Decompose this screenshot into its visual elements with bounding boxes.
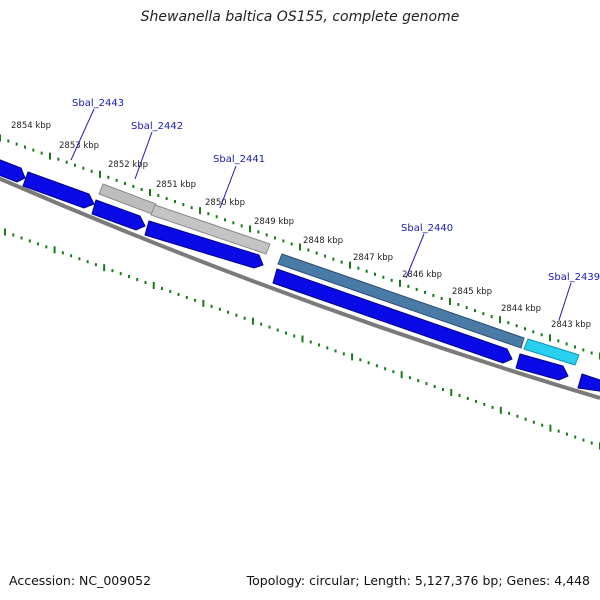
cds-arrow-4[interactable] <box>144 220 264 269</box>
gene-label[interactable]: Sbal_2442 <box>131 121 183 132</box>
tick-label: 2843 kbp <box>551 320 591 330</box>
gene-label-leader <box>558 282 572 321</box>
tick-label: 2845 kbp <box>452 287 492 297</box>
tick-label: 2844 kbp <box>501 304 541 314</box>
gene-label-leader <box>219 165 237 209</box>
accession-text: Accession: NC_009052 <box>9 573 152 588</box>
gene-label[interactable]: Sbal_2439 <box>548 272 600 283</box>
gene-label[interactable]: Sbal_2443 <box>72 98 124 109</box>
cds-arrow-5[interactable] <box>272 268 513 364</box>
topology-summary: Topology: circular; Length: 5,127,376 bp… <box>246 573 590 588</box>
gene-label[interactable]: Sbal_2441 <box>213 154 265 165</box>
inner-tick-ring <box>4 228 600 450</box>
tick-label: 2851 kbp <box>156 180 196 190</box>
cds-arrow-1[interactable] <box>0 158 26 183</box>
genome-backbone <box>0 176 600 400</box>
map-title: Shewanella baltica OS155, complete genom… <box>140 9 460 25</box>
cds-arrow-7[interactable] <box>577 373 600 392</box>
tick-label: 2854 kbp <box>11 121 51 131</box>
tick-label-layer: 2854 kbp 2853 kbp 2852 kbp 2851 kbp 2850 kbp… <box>11 121 591 330</box>
gene-label-leader <box>70 108 95 161</box>
gene-label-leader <box>134 131 153 180</box>
feature-cyan[interactable] <box>523 338 580 366</box>
tick-label: 2852 kbp <box>108 160 148 170</box>
tick-label: 2848 kbp <box>303 236 343 246</box>
tick-label: 2849 kbp <box>254 217 294 227</box>
tick-label: 2846 kbp <box>402 270 442 280</box>
cds-arrow-2[interactable] <box>22 171 95 209</box>
feature-steel[interactable] <box>277 253 525 349</box>
gene-label[interactable]: Sbal_2440 <box>401 223 453 234</box>
tick-label: 2850 kbp <box>205 198 245 208</box>
feature-grey-2[interactable] <box>150 204 271 255</box>
gene-label-layer: Sbal_2443 Sbal_2442 Sbal_2441 Sbal_2440 Sbal… <box>70 98 600 321</box>
cds-arrow-3[interactable] <box>91 199 146 231</box>
tick-label: 2847 kbp <box>353 253 393 263</box>
tick-label: 2853 kbp <box>59 141 99 151</box>
outer-tick-ring <box>0 134 600 360</box>
gene-label-leader <box>405 233 425 279</box>
cds-arrow-6[interactable] <box>515 353 569 381</box>
